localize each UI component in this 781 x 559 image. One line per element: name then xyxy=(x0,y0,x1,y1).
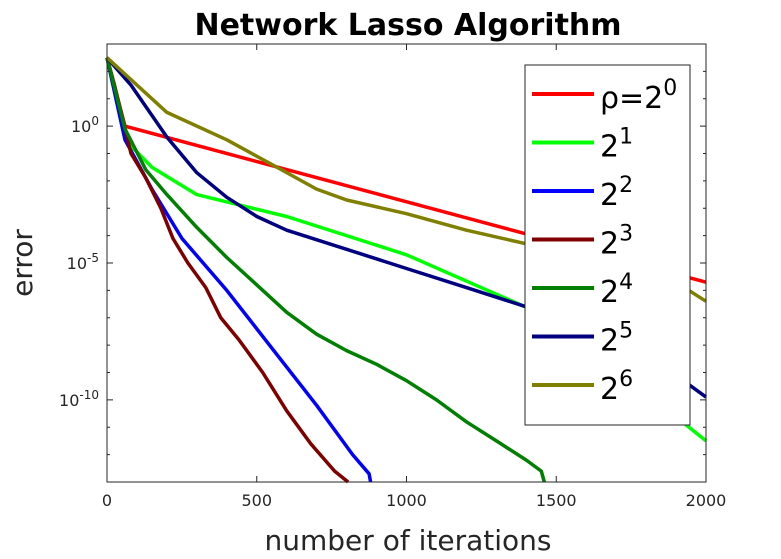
legend-label-3: 23 xyxy=(600,222,633,262)
legend-label-2: 22 xyxy=(600,173,633,213)
x-tick-label: 1500 xyxy=(536,491,577,510)
legend: ρ=20 21 22 23 24 25 26 xyxy=(524,64,691,426)
legend-label-0: ρ=20 xyxy=(600,76,677,116)
x-tick-label: 0 xyxy=(102,491,112,510)
chart-title: Network Lasso Algorithm xyxy=(194,8,621,43)
y-tick-label: 10-10 xyxy=(59,388,99,410)
x-axis-label: number of iterations xyxy=(265,524,552,557)
series-line-4 xyxy=(105,57,546,483)
x-tick-label: 500 xyxy=(241,491,272,510)
x-tick-label: 1000 xyxy=(386,491,427,510)
y-axis-label: error xyxy=(6,229,39,297)
y-tick-label: 100 xyxy=(71,114,99,136)
y-tick-label: 10-5 xyxy=(67,251,99,273)
legend-label-6: 26 xyxy=(600,367,633,407)
legend-label-1: 21 xyxy=(600,125,633,165)
legend-label-4: 24 xyxy=(600,270,633,310)
y-axis: 100 10-5 10-10 xyxy=(59,43,706,483)
legend-label-5: 25 xyxy=(600,319,633,359)
x-axis: 0 500 1000 1500 2000 xyxy=(102,44,726,510)
x-tick-label: 2000 xyxy=(686,491,727,510)
legend-box xyxy=(524,64,691,426)
series-line-3 xyxy=(105,57,350,484)
